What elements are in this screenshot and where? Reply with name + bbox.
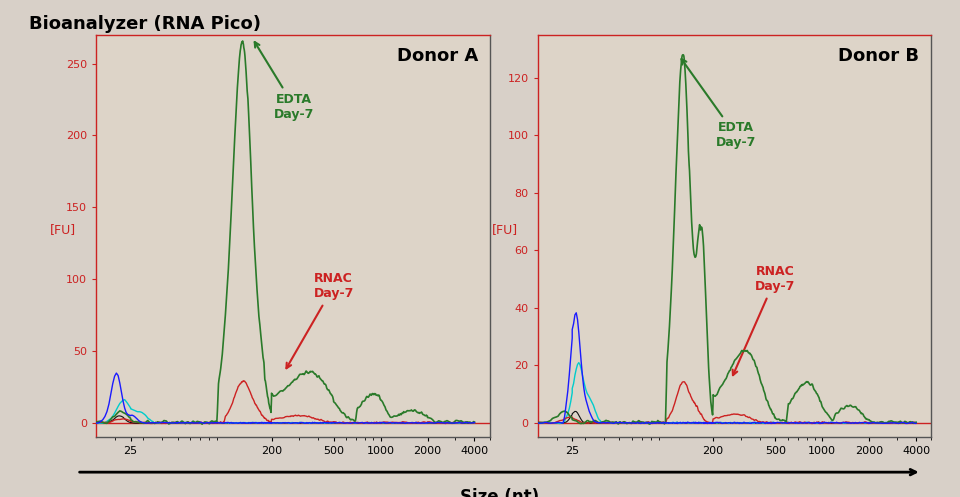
Text: Donor A: Donor A	[396, 47, 478, 65]
Y-axis label: [FU]: [FU]	[50, 223, 76, 236]
Text: RNAC
Day-7: RNAC Day-7	[732, 265, 796, 375]
Text: EDTA
Day-7: EDTA Day-7	[254, 42, 315, 121]
Text: Bioanalyzer (RNA Pico): Bioanalyzer (RNA Pico)	[29, 15, 261, 33]
Text: Donor B: Donor B	[838, 47, 920, 65]
Text: EDTA
Day-7: EDTA Day-7	[682, 59, 756, 150]
Y-axis label: [FU]: [FU]	[492, 223, 517, 236]
Text: RNAC
Day-7: RNAC Day-7	[286, 272, 354, 368]
Text: Size (nt): Size (nt)	[460, 488, 539, 497]
